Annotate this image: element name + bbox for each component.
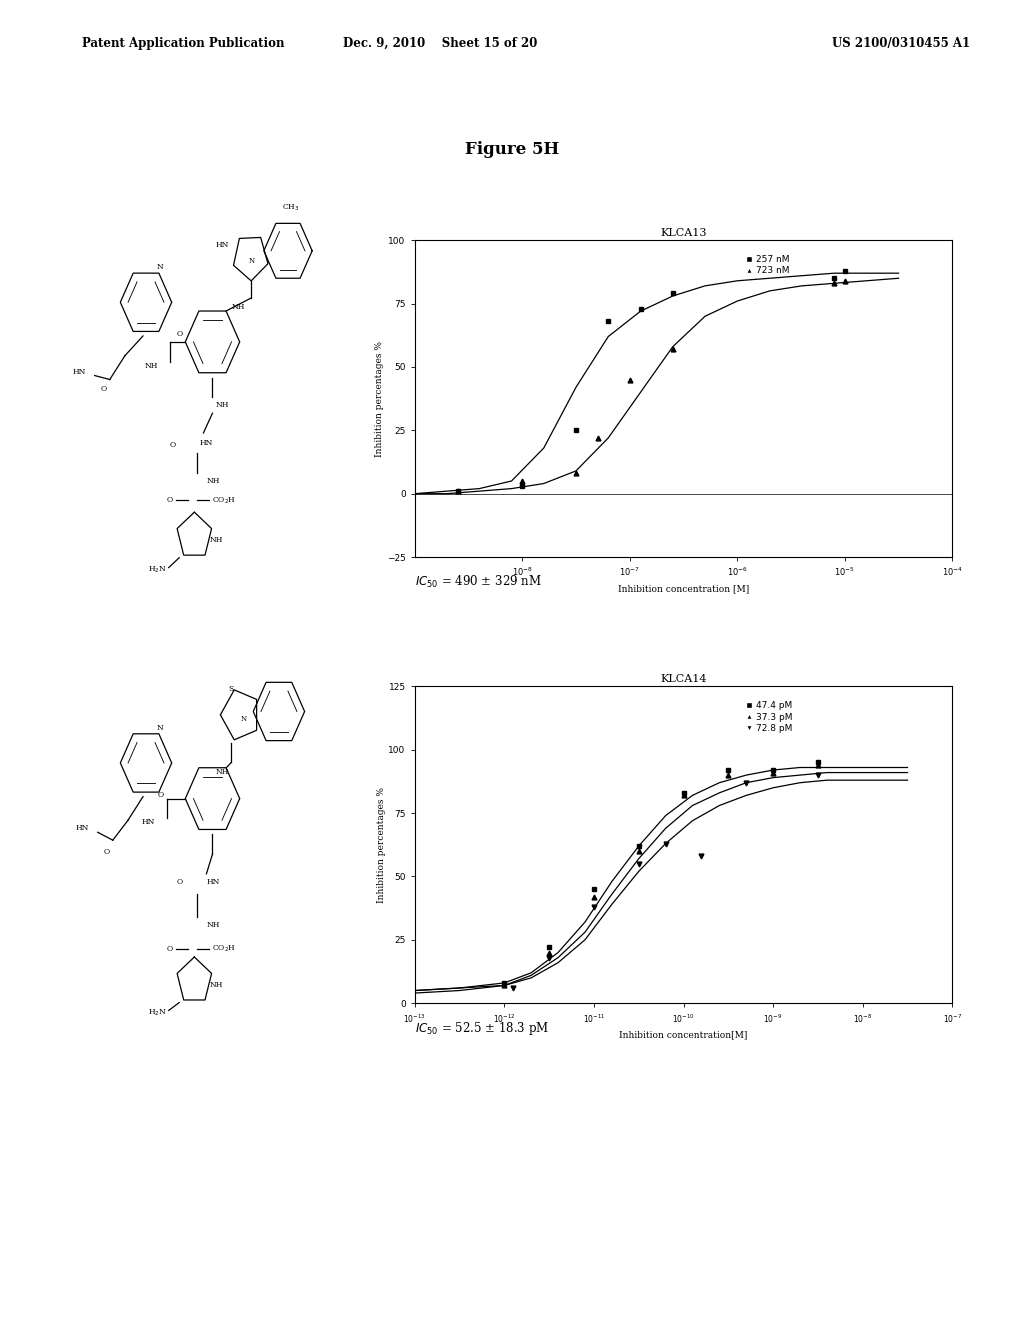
Text: Figure 5H: Figure 5H [465, 141, 559, 158]
Y-axis label: Inhibition percentages %: Inhibition percentages % [377, 787, 386, 903]
Text: NH: NH [210, 536, 223, 544]
Text: NH: NH [144, 362, 158, 370]
Text: NH: NH [207, 477, 220, 484]
Text: Dec. 9, 2010    Sheet 15 of 20: Dec. 9, 2010 Sheet 15 of 20 [343, 37, 538, 50]
Text: CO$_2$H: CO$_2$H [213, 495, 237, 506]
Text: O: O [167, 945, 173, 953]
Text: HN: HN [75, 824, 89, 833]
Text: HN: HN [207, 878, 220, 886]
Text: $IC_{50}$ = 52.5 ± 18.3 pM: $IC_{50}$ = 52.5 ± 18.3 pM [415, 1020, 549, 1038]
Text: N: N [157, 263, 164, 271]
Text: NH: NH [231, 304, 245, 312]
Legend: 47.4 pM, 37.3 pM, 72.8 pM: 47.4 pM, 37.3 pM, 72.8 pM [741, 697, 797, 737]
Text: O: O [100, 385, 106, 393]
Text: $IC_{50}$ = 490 ± 329 nM: $IC_{50}$ = 490 ± 329 nM [415, 574, 542, 590]
Text: S: S [228, 685, 234, 693]
Text: N: N [241, 715, 247, 723]
Text: NH: NH [215, 401, 229, 409]
Text: CH$_3$: CH$_3$ [283, 203, 300, 214]
Text: NH: NH [210, 981, 223, 989]
Text: NH: NH [207, 921, 220, 929]
Text: NH: NH [216, 768, 229, 776]
Text: N: N [157, 723, 164, 731]
Text: O: O [170, 441, 176, 449]
Text: HN: HN [141, 818, 155, 826]
Text: HN: HN [216, 242, 229, 249]
Title: KLCA14: KLCA14 [660, 675, 707, 684]
Text: HN: HN [73, 367, 86, 376]
Text: O: O [158, 791, 164, 799]
Text: US 2100/0310455 A1: US 2100/0310455 A1 [833, 37, 970, 50]
Legend: 257 nM, 723 nM: 257 nM, 723 nM [741, 251, 794, 279]
Text: CO$_2$H: CO$_2$H [213, 944, 237, 954]
Text: O: O [176, 330, 182, 338]
Text: O: O [176, 878, 182, 886]
Y-axis label: Inhibition percentages %: Inhibition percentages % [375, 341, 384, 457]
Text: O: O [167, 496, 173, 504]
Title: KLCA13: KLCA13 [660, 228, 707, 238]
Text: N: N [249, 257, 255, 265]
Text: H$_2$N: H$_2$N [148, 565, 167, 574]
Text: Patent Application Publication: Patent Application Publication [82, 37, 285, 50]
Text: H$_2$N: H$_2$N [148, 1007, 167, 1018]
Text: O: O [103, 847, 110, 857]
X-axis label: Inhibition concentration[M]: Inhibition concentration[M] [620, 1030, 748, 1039]
Text: HN: HN [200, 438, 213, 447]
X-axis label: Inhibition concentration [M]: Inhibition concentration [M] [617, 583, 750, 593]
